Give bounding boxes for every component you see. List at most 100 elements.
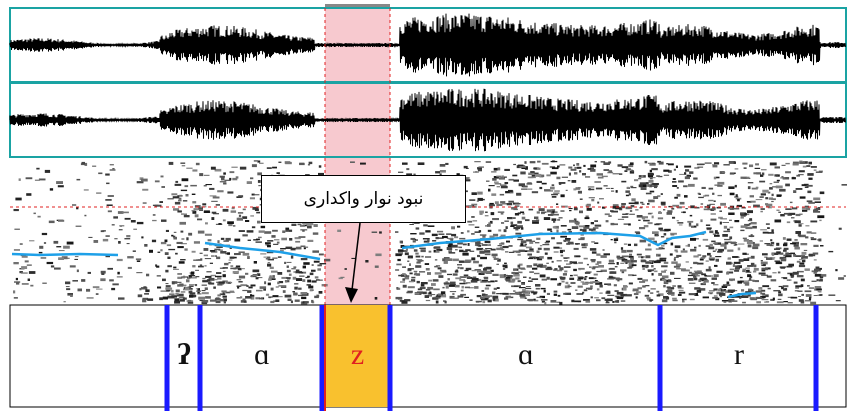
spectrogram-speckle xyxy=(102,230,106,232)
spectrogram-speckle xyxy=(760,174,764,177)
spectrogram-speckle xyxy=(631,187,637,189)
spectrogram-speckle xyxy=(550,278,557,281)
spectrogram-speckle xyxy=(741,207,746,209)
spectrogram-speckle xyxy=(524,297,527,299)
spectrogram-speckle xyxy=(526,265,532,268)
spectrogram-speckle xyxy=(229,247,232,249)
spectrogram-speckle xyxy=(486,180,490,182)
spectrogram-speckle xyxy=(647,213,652,215)
spectrogram-speckle xyxy=(835,269,838,272)
spectrogram-speckle xyxy=(761,264,766,266)
spectrogram-speckle xyxy=(196,259,202,261)
spectrogram-speckle xyxy=(693,275,697,278)
spectrogram-speckle xyxy=(206,271,212,273)
segment-label-a-1[interactable]: ɑ xyxy=(254,338,270,371)
spectrogram-speckle xyxy=(487,229,492,232)
spectrogram-speckle xyxy=(439,173,442,175)
spectrogram-speckle xyxy=(797,290,803,292)
spectrogram-speckle xyxy=(410,233,417,235)
spectrogram-speckle xyxy=(708,199,714,202)
spectrogram-speckle xyxy=(40,257,47,259)
spectrogram-speckle xyxy=(538,208,545,211)
segment-label-a-2[interactable]: ɑ xyxy=(518,338,534,371)
spectrogram-speckle xyxy=(504,168,510,171)
spectrogram-speckle xyxy=(165,229,169,232)
spectrogram-speckle xyxy=(186,167,193,169)
spectrogram-speckle xyxy=(789,273,793,276)
spectrogram-speckle xyxy=(127,266,132,269)
spectrogram-speckle xyxy=(585,204,591,207)
spectrogram-speckle xyxy=(608,161,612,164)
spectrogram-speckle xyxy=(142,202,147,204)
spectrogram-speckle xyxy=(629,213,635,215)
spectrogram-speckle xyxy=(502,292,509,295)
spectrogram-speckle xyxy=(590,164,597,168)
spectrogram-speckle xyxy=(553,246,560,249)
spectrogram-speckle xyxy=(508,178,514,181)
spectrogram-speckle xyxy=(588,188,595,191)
spectrogram-speckle xyxy=(672,204,680,207)
spectrogram-speckle xyxy=(648,179,654,183)
spectrogram-speckle xyxy=(483,295,490,298)
spectrogram-speckle xyxy=(799,196,806,199)
spectrogram-speckle xyxy=(474,269,481,271)
spectrogram-speckle xyxy=(98,172,103,175)
selection-top-marker[interactable] xyxy=(325,4,390,8)
spectrogram-speckle xyxy=(86,297,94,299)
spectrogram-speckle xyxy=(316,279,320,281)
spectrogram-speckle xyxy=(221,177,225,181)
spectrogram-speckle xyxy=(553,290,558,293)
spectrogram-speckle xyxy=(463,274,469,276)
spectrogram-speckle xyxy=(769,183,773,185)
spectrogram-speckle xyxy=(710,218,717,221)
spectrogram-speckle xyxy=(563,257,570,259)
spectrogram-speckle xyxy=(651,215,654,219)
segment-label-glottal-stop[interactable]: ʔ xyxy=(177,338,191,371)
segment-label-r[interactable]: r xyxy=(734,338,744,371)
spectrogram-speckle xyxy=(246,230,254,233)
spectrogram-speckle xyxy=(645,285,650,287)
spectrogram-speckle xyxy=(662,275,669,279)
textgrid-tier[interactable] xyxy=(9,304,847,408)
spectrogram-speckle xyxy=(406,168,410,171)
spectrogram-speckle xyxy=(758,287,763,290)
spectrogram-speckle xyxy=(518,263,523,266)
spectrogram-speckle xyxy=(531,191,539,194)
spectrogram-speckle xyxy=(255,241,262,243)
spectrogram-speckle xyxy=(460,267,464,270)
spectrogram-speckle xyxy=(785,252,789,256)
segment-label-z[interactable]: z xyxy=(350,338,365,371)
spectrogram-speckle xyxy=(496,203,503,206)
spectrogram-speckle xyxy=(674,249,678,252)
spectrogram-speckle xyxy=(514,205,520,207)
spectrogram-speckle xyxy=(794,246,800,250)
spectrogram-speckle xyxy=(141,236,144,239)
spectrogram-speckle xyxy=(411,279,416,282)
spectrogram-speckle xyxy=(479,210,484,214)
spectrogram-speckle xyxy=(541,182,547,185)
spectrogram-speckle xyxy=(779,188,786,192)
spectrogram-speckle xyxy=(580,234,584,236)
spectrogram-speckle xyxy=(24,260,29,263)
spectrogram-speckle xyxy=(371,231,378,233)
spectrogram-speckle xyxy=(173,236,177,240)
spectrogram-speckle xyxy=(550,186,555,190)
spectrogram-speckle xyxy=(766,203,773,207)
spectrogram-speckle xyxy=(479,212,483,215)
spectrogram-speckle xyxy=(273,243,279,245)
spectrogram-speckle xyxy=(537,160,541,163)
spectrogram-speckle xyxy=(813,197,821,201)
spectrogram-speckle xyxy=(167,256,171,259)
spectrogram-speckle xyxy=(423,240,430,243)
spectrogram-speckle xyxy=(777,298,782,300)
spectrogram-speckle xyxy=(178,297,183,299)
spectrogram-speckle xyxy=(621,216,629,218)
spectrogram-speckle xyxy=(579,198,583,200)
spectrogram-speckle xyxy=(492,291,496,295)
segment-z-highlight[interactable] xyxy=(325,305,390,407)
spectrogram-speckle xyxy=(704,194,710,197)
spectrogram-speckle xyxy=(427,239,430,242)
spectrogram-speckle xyxy=(551,167,559,170)
spectrogram-speckle xyxy=(179,194,182,196)
